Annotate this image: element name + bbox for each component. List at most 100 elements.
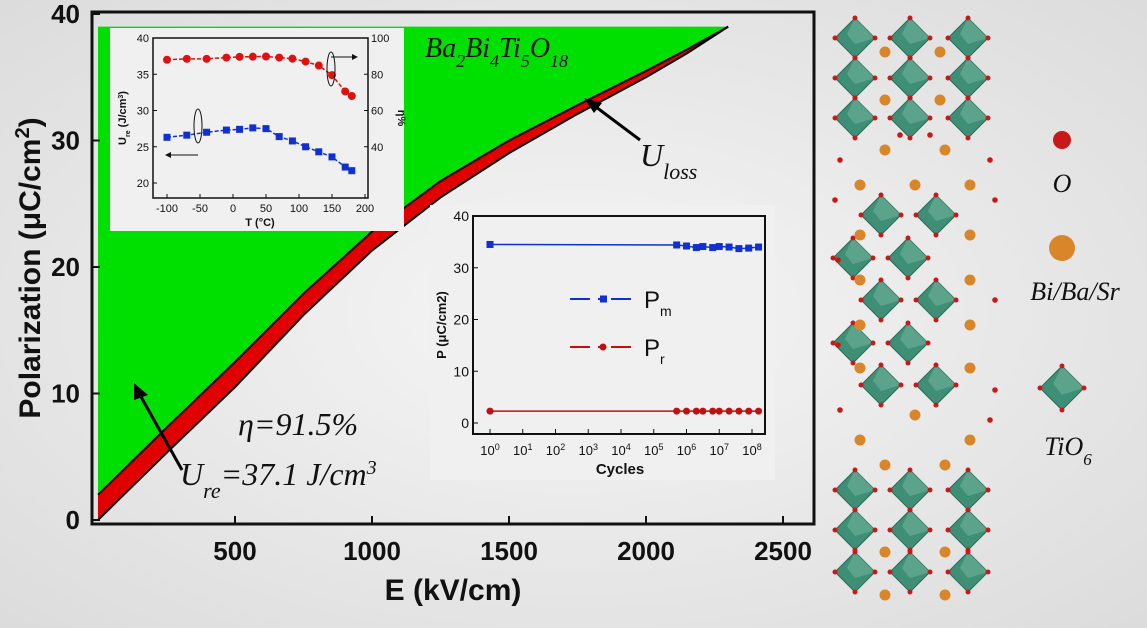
bi-ba-sr-atom [879,589,891,601]
inset-frame [472,215,766,435]
text-part: U [117,137,129,145]
oxygen-atom [965,549,971,555]
oxygen-atom [872,35,878,41]
text-part: 10 [480,443,494,458]
oxygen-atom [832,569,838,575]
text-part: U [640,137,665,173]
data-point [314,61,323,70]
bi-ba-sr-atom [879,94,891,106]
legend-label-Pr: Pr [644,335,665,367]
discharge-curve [97,25,729,521]
data-point [301,57,310,66]
text-part: Bi [465,33,490,64]
octahedron-face [847,470,875,496]
bi-ba-sr-atom [854,434,866,446]
y2-tick-label: 60 [371,106,383,118]
data-point [755,407,763,415]
oxygen-atom [933,192,939,198]
oxygen-atom [852,549,858,555]
charge-curve [97,25,729,496]
bi-ba-sr-atom [964,229,976,241]
x-tick-label: 1500 [480,536,538,566]
y-tick-label: 35 [137,69,149,81]
x-tick-label: 108 [742,442,761,458]
bi-ba-sr-atom [964,179,976,191]
data-point [203,128,211,136]
data-point [725,407,733,415]
x-tick-label: 104 [611,442,630,458]
data-point [202,54,211,63]
data-point [745,407,753,415]
oxygen-atom [945,527,951,533]
oxygen-atom [897,132,903,138]
bi-ba-sr-atom [934,94,946,106]
oxygen-atom [985,569,991,575]
oxygen-atom [907,95,913,101]
oxygen-atom [872,75,878,81]
bi-ba-sr-atom [964,319,976,331]
text-part: 6 [1083,450,1092,469]
text-part: ) [117,91,129,95]
legend-oxygen-label: O [1053,169,1072,198]
data-point [341,163,349,171]
y-axis-label: P (μC/cm2) [434,291,449,359]
octahedron-face [960,58,988,84]
oxygen-atom [985,487,991,493]
x-tick-label: 103 [579,442,598,458]
legend-marker [600,295,607,303]
text-part: Polarization (μC/cm [14,139,47,419]
oxygen-atom [985,527,991,533]
data-point [262,52,270,61]
oxygen-atom [907,15,913,21]
oxygen-atom [907,507,913,513]
oxygen-atom [852,507,858,513]
octahedron-face [960,552,988,578]
data-point [699,243,707,251]
y-tick-label: 20 [51,252,80,282]
oxygen-atom [933,277,939,283]
oxygen-atom [907,589,913,595]
x-tick-label: 2500 [754,536,812,566]
octahedron-face [1053,366,1084,395]
oxygen-atom [953,382,959,388]
oxygen-atom [927,35,933,41]
text-part: 5 [658,442,663,452]
oxygen-atom [907,467,913,473]
text-part: 2 [456,51,465,71]
right-axis-arrowhead [352,54,358,60]
text-part: 7 [724,442,729,452]
data-point [302,143,310,151]
inset-background [110,28,404,231]
text-part: 3 [593,442,598,452]
y2-axis-label: η% [395,110,407,127]
oxygen-atom [945,569,951,575]
x-tick-label: 105 [644,442,663,458]
x-tick-label: 200 [356,203,374,215]
data-point [683,407,690,415]
data-point [275,133,283,141]
octahedron-face [873,280,901,306]
oxygen-atom [852,15,858,21]
oxygen-atom [933,362,939,368]
oxygen-atom [965,467,971,473]
data-point [328,153,336,161]
oxygen-atom [872,487,878,493]
oxygen-atom [898,382,904,388]
oxygen-atom [987,417,993,423]
bi-ba-sr-atom [939,546,951,558]
x-axis-label: Cycles [596,461,644,478]
data-point [735,245,743,253]
octahedron-face [847,58,875,84]
text-part: 1 [527,442,532,452]
oxygen-atom [835,342,841,348]
oxygen-atom [835,257,841,263]
oxygen-atom [927,132,933,138]
text-part: 10 [710,443,724,458]
oxygen-atom [878,362,884,368]
y-tick-label: 25 [137,142,149,154]
oxygen-atom [945,487,951,493]
right-axis-ellipse [326,51,336,87]
octahedron-face [960,18,988,44]
oxygen-atom [965,95,971,101]
bi-ba-sr-atom [939,589,951,601]
